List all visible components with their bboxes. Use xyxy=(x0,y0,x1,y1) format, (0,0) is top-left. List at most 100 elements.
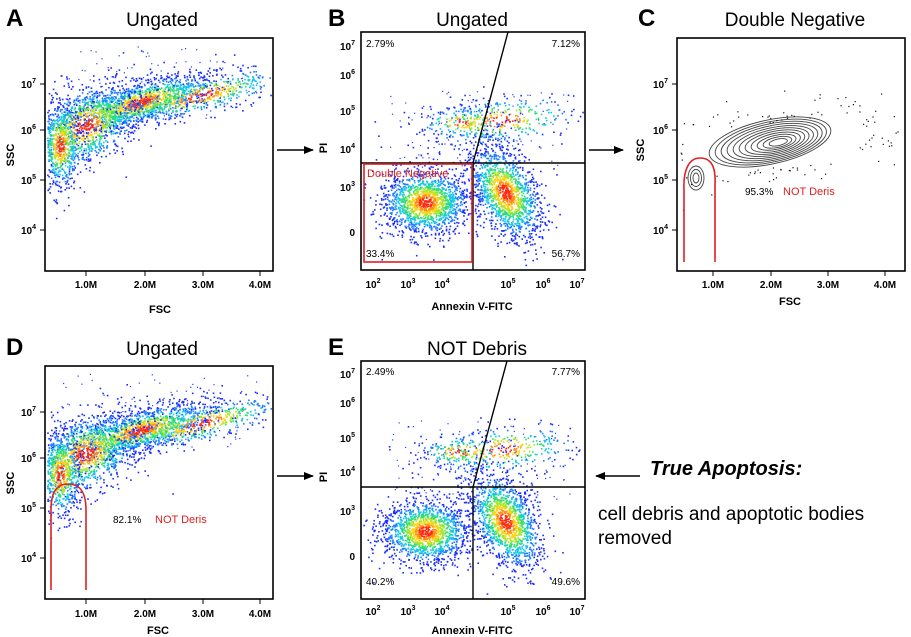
event-dot xyxy=(130,110,133,113)
event-dot xyxy=(122,52,125,54)
event-dot xyxy=(59,190,62,193)
event-dot xyxy=(415,228,417,230)
event-dot xyxy=(105,116,107,118)
event-dot xyxy=(408,194,410,197)
event-dot xyxy=(106,105,109,108)
event-dot xyxy=(466,190,468,192)
event-dot xyxy=(106,146,108,149)
event-dot xyxy=(89,113,92,116)
event-dot xyxy=(106,102,109,105)
event-dot xyxy=(57,107,59,110)
event-dot xyxy=(419,221,422,223)
event-dot xyxy=(102,124,105,127)
event-dot xyxy=(97,123,99,125)
event-dot xyxy=(152,86,154,88)
event-dot xyxy=(131,77,133,80)
event-dot xyxy=(136,86,138,88)
event-dot xyxy=(98,133,101,135)
event-dot xyxy=(401,236,404,238)
event-dot xyxy=(81,127,83,130)
event-dot xyxy=(131,88,134,91)
event-dot xyxy=(149,86,152,89)
event-dot xyxy=(82,135,85,137)
event-dot xyxy=(434,207,437,210)
event-dot xyxy=(146,97,149,100)
event-dot xyxy=(168,118,170,121)
event-dot xyxy=(419,196,422,198)
event-dot xyxy=(108,131,110,133)
event-dot xyxy=(52,172,55,174)
event-dot xyxy=(140,87,143,89)
event-dot xyxy=(57,117,60,119)
event-dot xyxy=(119,113,122,115)
event-dot xyxy=(122,110,125,112)
event-dot xyxy=(47,189,49,192)
event-dot xyxy=(69,97,71,100)
event-dot xyxy=(88,104,90,107)
event-dot xyxy=(424,183,427,186)
event-dot xyxy=(132,117,135,120)
event-dot xyxy=(49,183,51,185)
event-dot xyxy=(96,146,98,148)
event-dot xyxy=(161,77,163,79)
event-dot xyxy=(74,119,77,121)
event-dot xyxy=(398,194,401,196)
event-dot xyxy=(110,133,113,136)
event-dot xyxy=(66,112,69,115)
event-dot xyxy=(99,135,102,137)
event-dot xyxy=(413,217,416,219)
event-dot xyxy=(432,217,435,220)
event-dot xyxy=(433,212,435,215)
event-dot xyxy=(210,110,212,112)
event-dot xyxy=(452,193,454,196)
event-dot xyxy=(75,111,77,114)
event-dot xyxy=(432,207,434,210)
event-dot xyxy=(174,77,176,80)
event-dot xyxy=(430,228,433,230)
event-dot xyxy=(71,150,74,152)
event-dot xyxy=(240,86,243,89)
event-dot xyxy=(48,175,50,178)
x-axis: 1.0M 2.0M 3.0M 4.0M FSC xyxy=(75,271,271,316)
event-dot xyxy=(170,82,173,84)
event-dot xyxy=(208,87,210,90)
event-dot xyxy=(119,109,121,112)
event-dot xyxy=(122,121,124,124)
x-tick-label: 4.0M xyxy=(249,280,271,291)
event-dot xyxy=(78,78,80,81)
event-dot xyxy=(151,63,153,65)
event-dot xyxy=(405,206,407,209)
event-dot xyxy=(398,199,401,202)
event-dot xyxy=(433,180,435,183)
event-dot xyxy=(417,165,420,167)
event-dot xyxy=(481,192,484,195)
event-dot xyxy=(179,101,181,104)
event-dot xyxy=(159,105,161,108)
event-dot xyxy=(420,235,422,237)
event-dot xyxy=(437,224,440,227)
event-dot xyxy=(98,123,101,126)
event-dot xyxy=(440,190,443,192)
event-dot xyxy=(67,144,70,146)
event-dot xyxy=(211,93,214,95)
event-dot xyxy=(73,134,75,137)
event-dot xyxy=(65,98,67,100)
event-dot xyxy=(112,132,115,135)
event-dot xyxy=(94,149,97,152)
event-dot xyxy=(438,228,441,230)
event-dot xyxy=(447,186,449,188)
event-dot xyxy=(141,120,143,123)
event-dot xyxy=(397,196,400,199)
event-dot xyxy=(142,77,145,79)
event-dot xyxy=(86,93,89,95)
event-dot xyxy=(91,133,93,136)
event-dot xyxy=(129,109,132,111)
event-dot xyxy=(445,203,448,206)
event-dot xyxy=(127,119,129,122)
event-dot xyxy=(205,94,208,97)
event-dot xyxy=(218,101,221,103)
event-dot xyxy=(422,191,425,194)
event-dot xyxy=(116,127,119,129)
event-dot xyxy=(436,208,438,210)
event-dot xyxy=(440,217,443,219)
